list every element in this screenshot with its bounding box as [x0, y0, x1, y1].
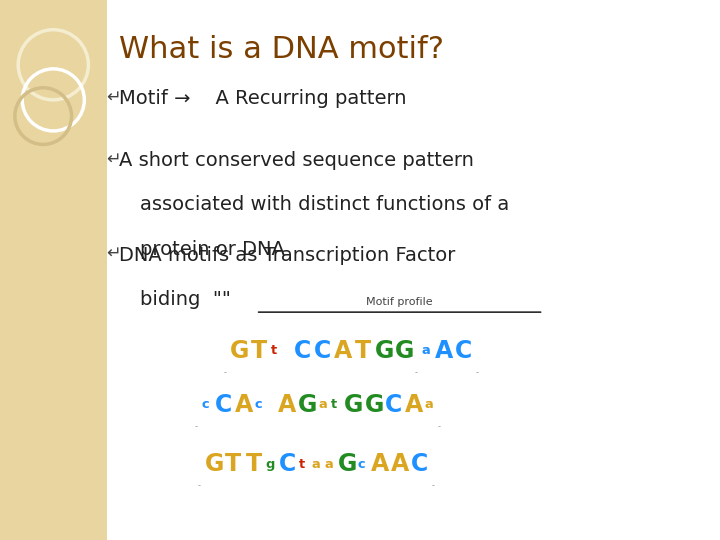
Text: G: G [298, 393, 318, 417]
Text: a: a [318, 399, 327, 411]
Text: t: t [299, 458, 305, 471]
Text: T: T [251, 339, 266, 363]
Text: G: G [338, 453, 357, 476]
Text: ↵: ↵ [106, 244, 120, 262]
Text: a: a [422, 345, 431, 357]
Text: c: c [255, 399, 262, 411]
Text: T: T [354, 339, 371, 363]
Text: a: a [312, 458, 320, 471]
Text: a: a [425, 399, 433, 411]
Text: C: C [279, 453, 296, 476]
Text: A: A [235, 393, 253, 417]
Text: a: a [325, 458, 333, 471]
Text: G: G [374, 339, 394, 363]
Text: C: C [314, 339, 331, 363]
Text: t: t [271, 345, 276, 357]
Text: C: C [384, 393, 402, 417]
Text: T: T [225, 453, 241, 476]
Text: associated with distinct functions of a: associated with distinct functions of a [140, 195, 510, 214]
Text: c: c [202, 399, 209, 411]
Text: t: t [331, 399, 338, 411]
Text: A: A [391, 453, 409, 476]
Text: G: G [344, 393, 364, 417]
Text: c: c [358, 458, 365, 471]
Text: -: - [194, 422, 197, 431]
Text: G: G [364, 393, 384, 417]
Text: biding  "": biding "" [140, 290, 231, 309]
Text: G: G [395, 339, 414, 363]
Text: -: - [198, 482, 201, 490]
Text: G: G [230, 339, 250, 363]
Text: A: A [278, 393, 297, 417]
Text: -: - [475, 368, 478, 377]
Text: C: C [215, 393, 232, 417]
Text: -: - [223, 368, 226, 377]
Text: -: - [415, 368, 418, 377]
Text: -: - [431, 482, 434, 490]
Text: What is a DNA motif?: What is a DNA motif? [119, 35, 444, 64]
Text: G: G [205, 453, 225, 476]
Text: C: C [294, 339, 311, 363]
Text: C: C [455, 339, 472, 363]
Text: -: - [438, 422, 441, 431]
Text: ↵: ↵ [106, 87, 120, 105]
Text: A: A [405, 393, 423, 417]
Text: A: A [435, 339, 453, 363]
Text: protein or DNA: protein or DNA [140, 240, 285, 259]
Text: Motif →    A Recurring pattern: Motif → A Recurring pattern [119, 89, 406, 108]
Text: A short conserved sequence pattern: A short conserved sequence pattern [119, 151, 474, 170]
Text: A: A [371, 453, 389, 476]
Text: T: T [246, 453, 261, 476]
Text: DNA motifs as Transcription Factor: DNA motifs as Transcription Factor [119, 246, 455, 265]
Text: g: g [266, 458, 275, 471]
Text: C: C [411, 453, 428, 476]
Text: ↵: ↵ [106, 150, 120, 167]
FancyBboxPatch shape [0, 0, 107, 540]
Text: Motif profile: Motif profile [366, 296, 433, 307]
Text: A: A [334, 339, 353, 363]
